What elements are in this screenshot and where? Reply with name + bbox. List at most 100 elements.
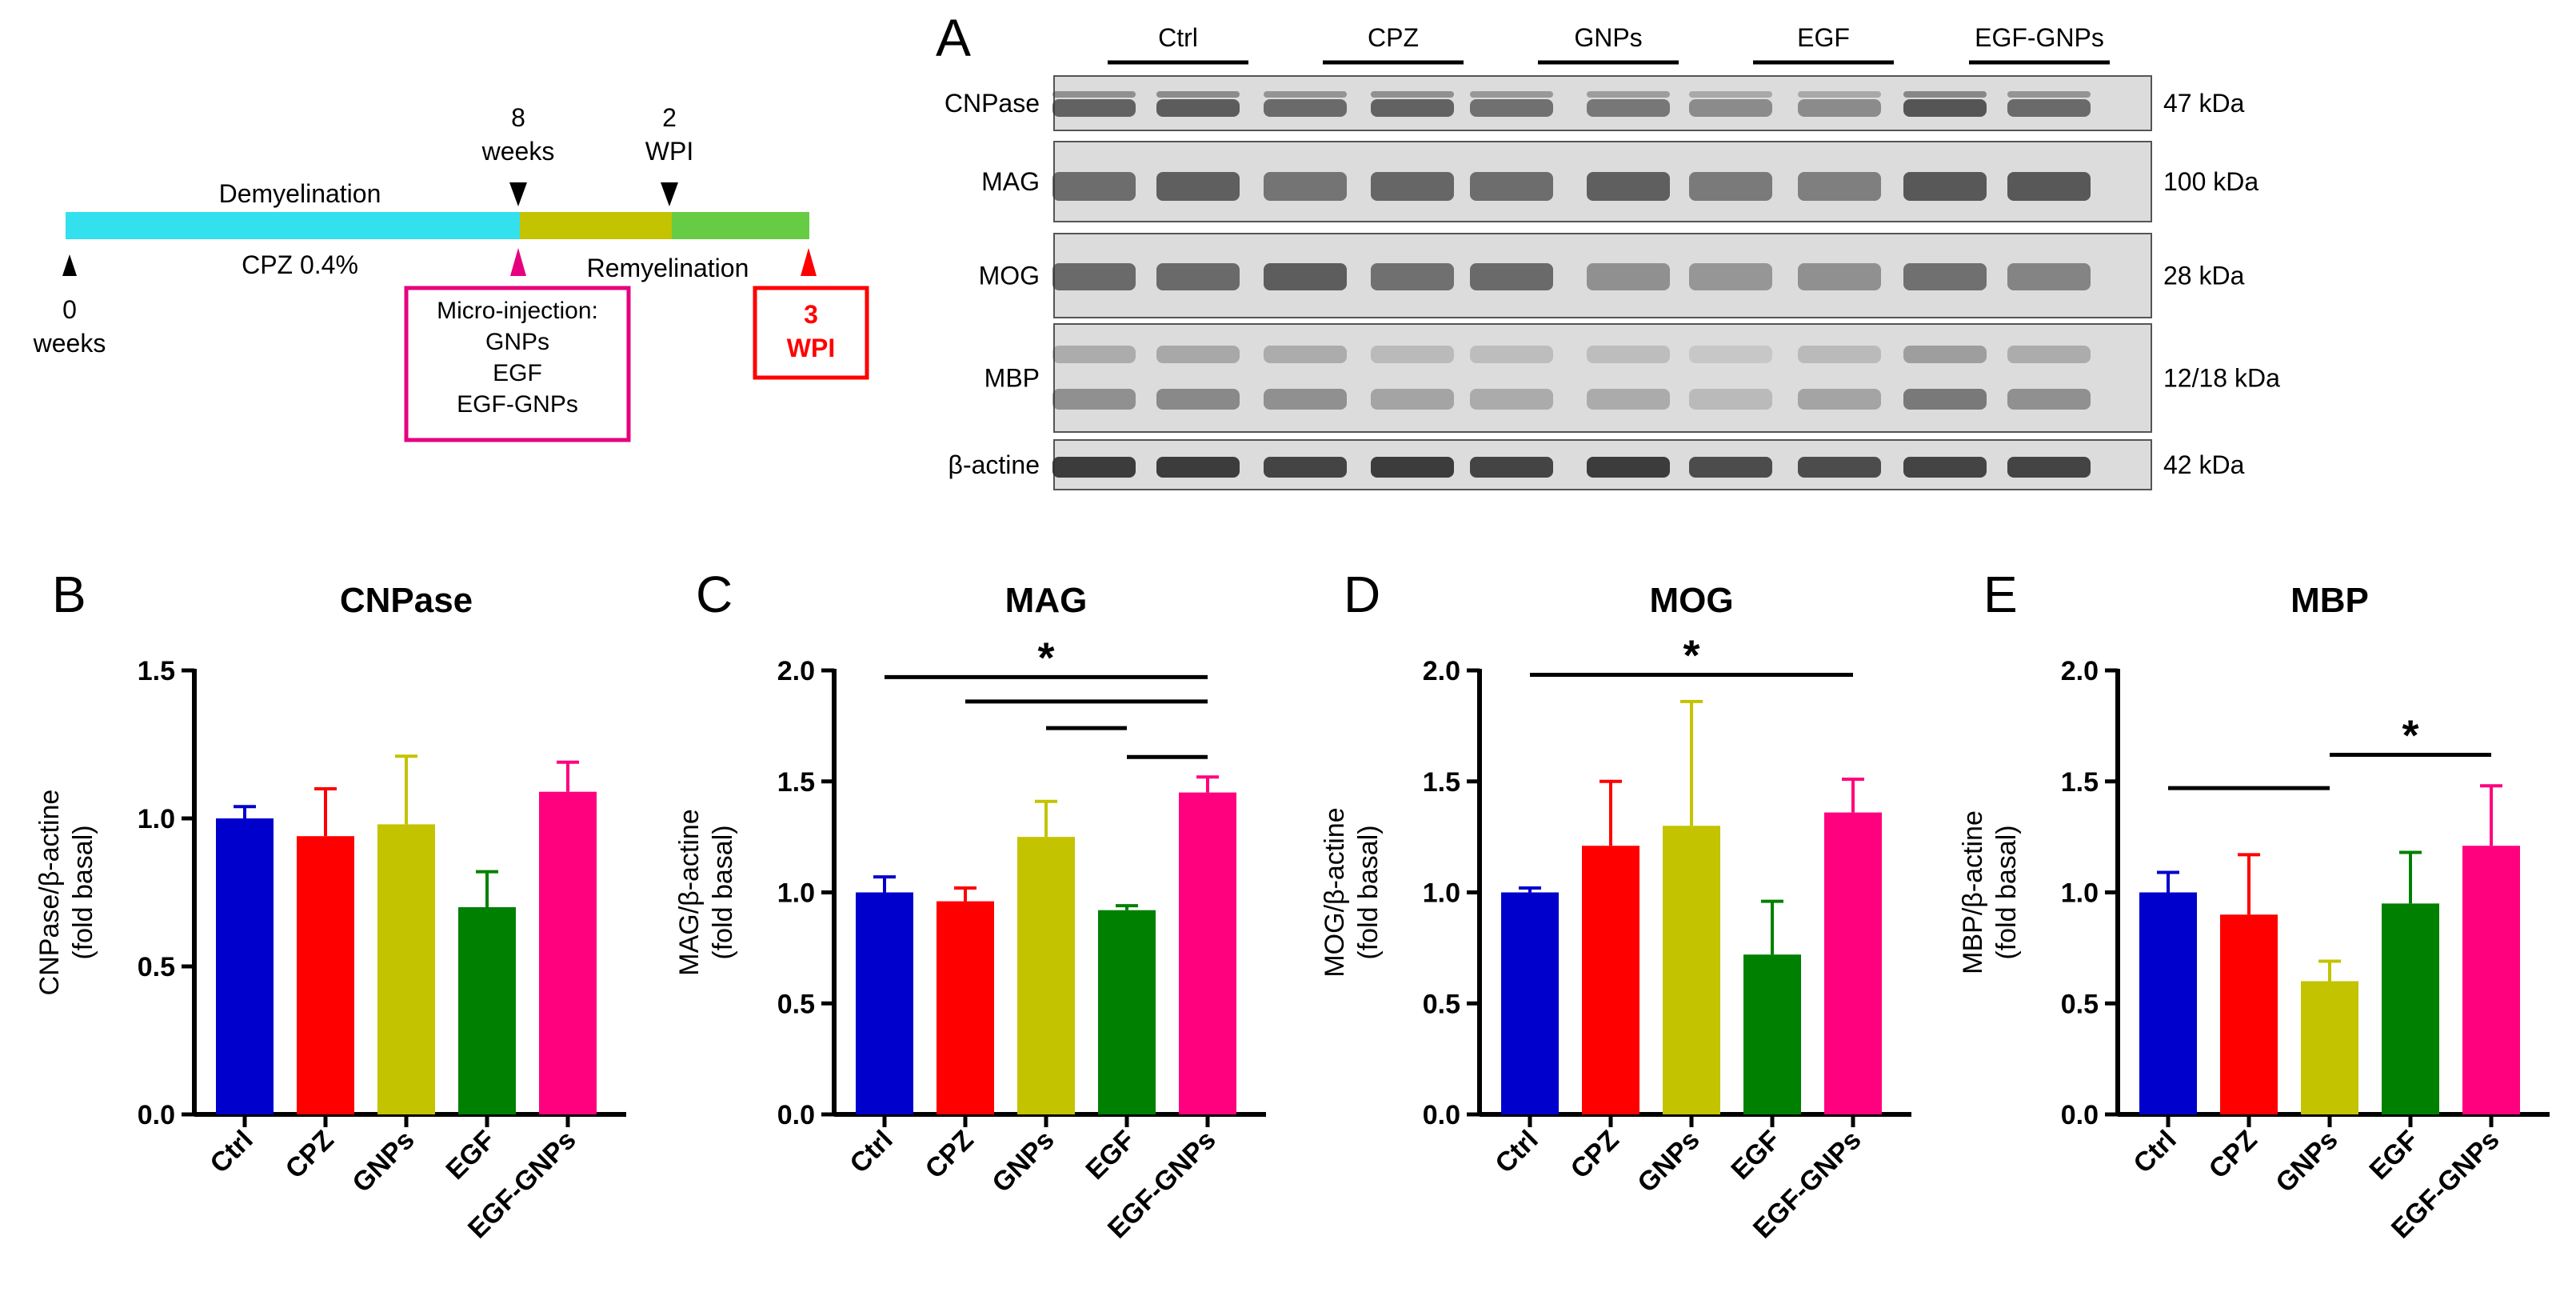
y-tick-label: 0.5 (138, 952, 175, 982)
x-tick-label: CPZ (2203, 1125, 2263, 1185)
bar-gnps (1663, 826, 1720, 1114)
x-tick-label: Ctrl (204, 1125, 258, 1179)
blot-strips: CNPase 47 kDa MAG 100 kDa MOG 28 kDa MBP 12/18 … (945, 75, 2280, 490)
blot-band (1903, 389, 1987, 410)
bar-egf-gnps (2462, 846, 2520, 1114)
blot-band (1156, 91, 1240, 98)
blot-band (1587, 263, 1670, 290)
blot-group-label: EGF-GNPs (1975, 23, 2104, 52)
x-tick-label-group: CPZ (1565, 1125, 1625, 1185)
y-tick-label: 0.5 (2061, 989, 2099, 1019)
chart-panel-d: D MOG MOG/β-actine (fold basal) 0.0 0.5 1.0 1.5… (1320, 566, 1911, 1245)
injection-line-4: EGF-GNPs (457, 391, 578, 418)
blot-band (1587, 457, 1670, 478)
bar-egf-gnps (539, 791, 597, 1114)
cpz-label: CPZ 0.4% (242, 250, 358, 279)
x-tick-label: EGF (1080, 1125, 1140, 1186)
western-blot-panel: A Ctrl CPZ GNPs EGF EGF-GNPs CNPase 47 kDa MAG… (936, 8, 2280, 490)
injection-line-1: Micro-injection: (437, 298, 598, 324)
y-tick-label: 1.0 (2061, 878, 2099, 909)
blot-row-3: MBP 12/18 kDa (984, 323, 2280, 433)
x-tick-label-group: GNPs (1631, 1125, 1705, 1198)
blot-band (1470, 457, 1553, 478)
y-tick-label: 1.5 (138, 656, 175, 686)
start-label-number: 0 (62, 295, 77, 324)
blot-band (1052, 99, 1136, 117)
blot-row-1: MAG 100 kDa (981, 141, 2258, 222)
y-tick-label: 1.5 (1423, 767, 1460, 798)
blot-band (1470, 263, 1553, 290)
y-tick-label: 0.0 (1423, 1100, 1460, 1130)
blot-strip-background (1053, 323, 2152, 433)
blot-band (1689, 263, 1772, 290)
blot-band (2007, 457, 2091, 478)
y-tick-label: 0.5 (1423, 989, 1460, 1019)
blot-band (1156, 346, 1240, 363)
y-tick-label: 0.0 (138, 1100, 175, 1130)
bar-gnps (377, 824, 435, 1114)
x-tick-label-group: CPZ (920, 1125, 980, 1185)
panel-letter-a: A (936, 8, 971, 67)
blot-row-2: MOG 28 kDa (979, 233, 2245, 318)
blot-band (1903, 346, 1987, 363)
blot-band (1587, 389, 1670, 410)
blot-band (1587, 99, 1670, 117)
injection-line-3: EGF (493, 360, 542, 386)
x-tick-label-group: EGF (2363, 1125, 2424, 1186)
blot-band (1264, 263, 1347, 290)
blot-band (1798, 389, 1881, 410)
blot-band (1264, 99, 1347, 117)
blot-kda-label: 42 kDa (2163, 450, 2245, 479)
start-arrow-icon (62, 254, 77, 276)
chart-title: MAG (1005, 581, 1088, 620)
blot-band (1903, 172, 1987, 201)
blot-band (1587, 346, 1670, 363)
blot-band (1470, 99, 1553, 117)
y-tick-label: 0.5 (777, 989, 815, 1019)
chart-panel-c: C MAG MAG/β-actine (fold basal) 0.0 0.5 1.0 1.5… (674, 566, 1266, 1245)
x-tick-label: GNPs (2270, 1125, 2343, 1198)
blot-kda-label: 100 kDa (2163, 167, 2258, 196)
x-tick-label: EGF (440, 1125, 501, 1186)
y-axis-label-line-1: MAG/β-actine (674, 809, 705, 976)
bar-gnps (1017, 837, 1075, 1114)
blot-band (2007, 263, 2091, 290)
y-tick-label: 1.0 (777, 878, 815, 909)
blot-kda-label: 12/18 kDa (2163, 364, 2280, 393)
blot-protein-label: CNPase (945, 89, 1040, 118)
wpi3-label-unit: WPI (787, 334, 835, 362)
blot-protein-label: MOG (979, 262, 1040, 290)
blot-band (2007, 172, 2091, 201)
y-tick-label: 0.0 (2061, 1100, 2099, 1130)
wpi2-arrow-icon (661, 182, 678, 206)
y-axis-label-line-1: CNPase/β-actine (34, 790, 65, 996)
bar-egf-gnps (1824, 812, 1882, 1114)
timeline: Demyelination CPZ 0.4% Remyelination 0 w… (33, 103, 869, 442)
panel-letter: D (1344, 566, 1380, 623)
blot-band (1470, 91, 1553, 98)
y-tick-label: 1.0 (1423, 878, 1460, 909)
wpi3-label-number: 3 (804, 300, 818, 329)
blot-protein-label: MAG (981, 167, 1040, 196)
x-tick-label: CPZ (1565, 1125, 1625, 1185)
bar-cpz (1582, 846, 1639, 1114)
x-tick-label-group: GNPs (346, 1125, 420, 1198)
x-tick-label: EGF (1725, 1125, 1786, 1186)
blot-band (1470, 172, 1553, 201)
y-axis-label: MBP/β-actine (fold basal) (1958, 810, 2022, 974)
x-tick-label-group: GNPs (2270, 1125, 2343, 1198)
x-tick-label: Ctrl (2127, 1125, 2182, 1179)
blot-band (1264, 172, 1347, 201)
chart-title: MOG (1649, 581, 1733, 620)
x-tick-label-group: EGF (1725, 1125, 1786, 1186)
blot-band (1798, 172, 1881, 201)
blot-band (1903, 91, 1987, 98)
x-tick-label: EGF (2363, 1125, 2424, 1186)
blot-band (1264, 346, 1347, 363)
blot-band (1798, 457, 1881, 478)
blot-band (1689, 172, 1772, 201)
blot-band (2007, 99, 2091, 117)
blot-band (1689, 99, 1772, 117)
remyelination-bar-olive (520, 212, 672, 239)
